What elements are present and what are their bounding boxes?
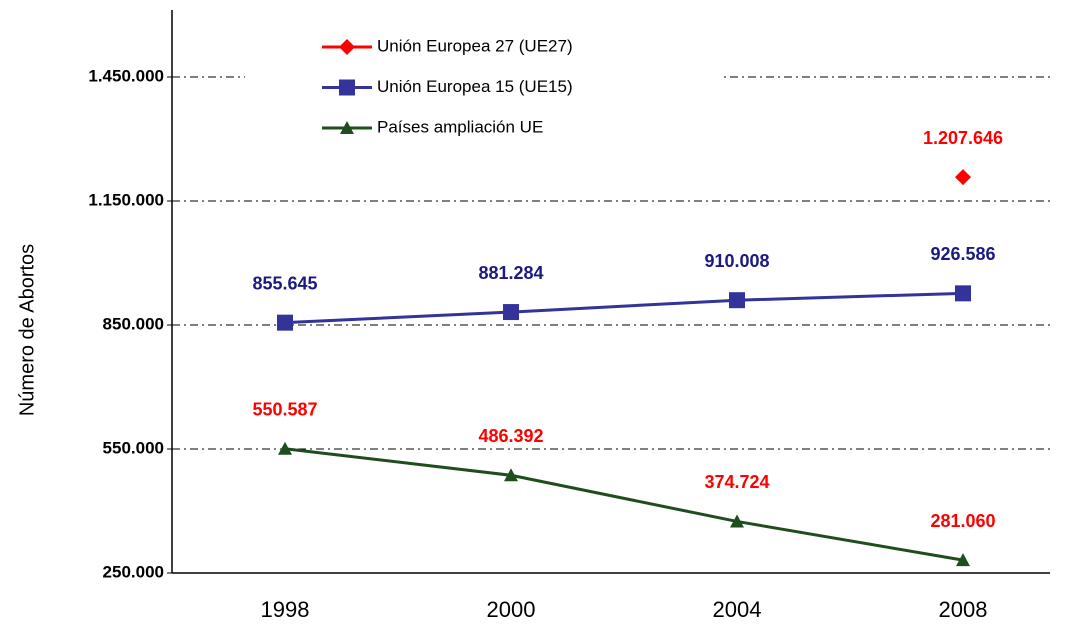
data-label: 550.587 (252, 400, 317, 420)
y-tick-label: 550.000 (103, 438, 164, 457)
marker (340, 121, 354, 134)
x-tick-label: 2008 (939, 597, 988, 622)
marker (955, 285, 971, 302)
marker (955, 169, 971, 186)
data-label: 855.645 (252, 273, 317, 293)
data-label: 926.586 (930, 244, 995, 264)
legend-label: Unión Europea 27 (UE27) (377, 36, 573, 55)
y-tick-label: 850.000 (103, 314, 164, 333)
data-label: 881.284 (478, 263, 543, 283)
marker (729, 292, 745, 309)
data-label: 1.207.646 (923, 128, 1003, 148)
data-label: 486.392 (478, 426, 543, 446)
x-tick-label: 2004 (713, 597, 762, 622)
y-tick-label: 250.000 (103, 562, 164, 581)
x-tick-label: 1998 (261, 597, 310, 622)
data-label: 910.008 (704, 251, 769, 271)
marker (339, 79, 355, 96)
marker (339, 39, 355, 55)
marker (956, 553, 970, 567)
legend-box (245, 22, 720, 147)
y-tick-label: 1.150.000 (88, 190, 164, 209)
marker (278, 441, 292, 455)
marker (277, 314, 293, 331)
legend-label: Países ampliación UE (377, 117, 543, 136)
series-line (284, 447, 964, 562)
x-tick-label: 2000 (487, 597, 536, 622)
legend-label: Unión Europea 15 (UE15) (377, 77, 573, 96)
y-tick-label: 1.450.000 (88, 66, 164, 85)
marker (730, 514, 744, 528)
y-axis-label: Número de Abortos (16, 244, 38, 416)
data-label: 374.724 (704, 472, 769, 492)
series-line (284, 291, 964, 325)
marker (503, 304, 519, 321)
marker (504, 468, 518, 482)
data-label: 281.060 (930, 511, 995, 531)
